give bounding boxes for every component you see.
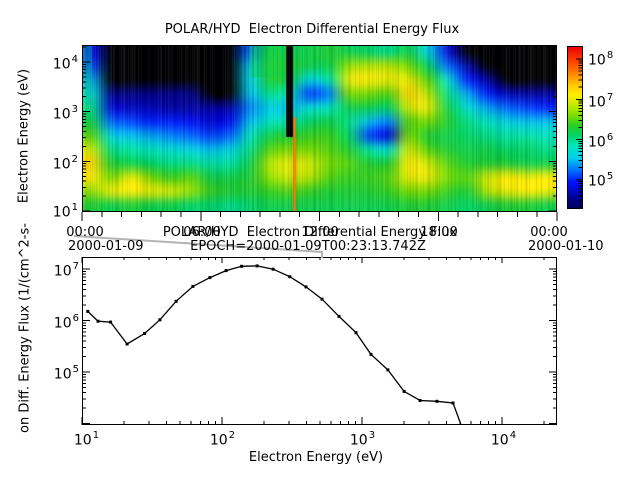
colorbar-tick-1e7: 107 — [588, 92, 614, 111]
spectrum-line — [87, 265, 462, 425]
spectrum-data-point — [386, 368, 390, 372]
spectrogram-canvas[interactable] — [82, 45, 557, 212]
bottom-y-tick-1e5: 105 — [53, 364, 79, 383]
time-tick-0600: 06:00 — [183, 225, 221, 240]
bottom-y-tick-1e7: 107 — [53, 261, 79, 280]
spectrum-data-point — [402, 389, 406, 393]
time-tick-1200: 12:00 — [301, 225, 339, 240]
spectrum-data-point — [240, 264, 244, 268]
spectrum-data-point — [435, 399, 439, 403]
top-y-tick-1e4: 104 — [52, 54, 78, 73]
spectrum-data-point — [174, 299, 178, 303]
bottom-y-tick-1e6: 106 — [53, 313, 79, 332]
bottom-x-tick-1e3: 103 — [349, 430, 376, 449]
date-label-left: 2000-01-09 — [68, 239, 144, 254]
spectrum-line-group[interactable] — [86, 264, 462, 428]
colorbar-tick-1e6: 106 — [588, 132, 614, 151]
bottom-panel-title: POLAR/HYD Electron Differential Energy F… — [162, 225, 458, 240]
spectrum-data-point — [271, 267, 275, 271]
time-tick-0000-left: 00:00 — [66, 225, 104, 240]
bottom-x-axis-label: Electron Energy (eV) — [248, 450, 384, 465]
top-y-axis-label: Electron Energy (eV) — [16, 68, 32, 204]
spectrum-data-point — [320, 297, 324, 301]
spectrum-data-point — [224, 269, 228, 273]
spectrum-data-point — [96, 319, 100, 323]
spectrum-data-point — [304, 285, 308, 289]
spectrum-data-point — [208, 276, 212, 280]
spectrum-data-point — [418, 399, 422, 402]
colorbar-tick-1e8: 108 — [588, 50, 614, 69]
bottom-x-tick-1e4: 104 — [490, 430, 517, 449]
date-label-right: 2000-01-10 — [528, 239, 604, 254]
top-y-tick-1e1: 101 — [52, 202, 78, 221]
epoch-subtitle: EPOCH=2000-01-09T00:23:13.742Z — [190, 239, 426, 254]
spectrum-data-point — [451, 401, 455, 405]
spectrum-data-point — [109, 320, 113, 324]
time-tick-0000-right: 00:00 — [530, 225, 568, 240]
spectrum-data-point — [255, 264, 259, 268]
time-tick-1800: 18:00 — [420, 225, 458, 240]
spectrum-data-point — [191, 284, 195, 288]
bottom-x-tick-1e1: 101 — [73, 430, 100, 449]
colorbar-tick-1e5: 105 — [588, 171, 614, 190]
top-panel-title: POLAR/HYD Electron Differential Energy F… — [164, 22, 460, 37]
top-y-tick-1e2: 102 — [52, 154, 78, 173]
spectrum-data-point — [369, 352, 373, 356]
top-y-tick-1e3: 103 — [52, 104, 78, 123]
spectrum-data-point — [143, 332, 147, 335]
spectrum-data-point — [354, 331, 358, 335]
spectrum-data-point — [288, 275, 292, 279]
spectrum-data-point — [86, 309, 90, 313]
epoch-connector-line — [73, 235, 323, 258]
spectrum-data-point — [125, 342, 129, 346]
spectrum-data-point — [158, 318, 162, 322]
bottom-x-tick-1e2: 102 — [209, 430, 236, 449]
spectrum-data-point — [337, 314, 341, 318]
